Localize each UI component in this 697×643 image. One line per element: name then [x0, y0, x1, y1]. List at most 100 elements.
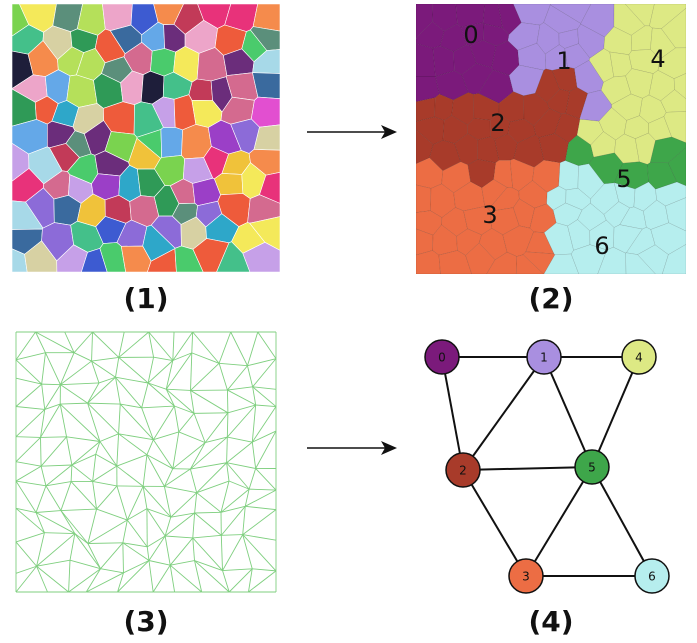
- mesh-edge: [192, 534, 222, 539]
- mesh-edge: [15, 507, 45, 534]
- region-cell-2: [554, 113, 581, 144]
- region-label-4: 4: [650, 45, 665, 73]
- mesh-edge: [60, 360, 92, 386]
- mesh-edge: [40, 466, 47, 486]
- mesh-edge: [115, 377, 121, 405]
- mesh-edge: [44, 532, 75, 534]
- mesh-edge: [252, 386, 277, 407]
- region-cell-3: [438, 250, 472, 274]
- mesh-edge: [194, 560, 223, 571]
- mesh-edge: [190, 462, 227, 470]
- mesh-edge: [87, 519, 128, 544]
- mesh-edge: [45, 481, 72, 487]
- mesh-edge: [204, 412, 229, 443]
- mesh-edge: [15, 465, 42, 482]
- mesh-edge: [147, 535, 166, 548]
- voronoi-mosaic: [12, 4, 280, 272]
- mesh-edge: [220, 535, 223, 571]
- mesh-edge: [227, 386, 253, 391]
- graph-edge-5-6: [591, 466, 653, 577]
- mesh-edge: [218, 363, 228, 391]
- mesh-edge: [35, 485, 47, 513]
- mesh-edge: [45, 352, 61, 385]
- mesh-edge: [59, 352, 75, 385]
- mosaic-cell: [252, 72, 280, 100]
- mesh-edge: [40, 403, 61, 438]
- mesh-edge: [165, 388, 195, 414]
- mesh-edge: [87, 402, 121, 405]
- mesh-edge: [41, 464, 72, 467]
- mesh-edge: [40, 436, 67, 467]
- mesh-edge: [36, 566, 48, 593]
- mesh-edge: [122, 542, 148, 548]
- mesh-edge: [15, 377, 42, 385]
- mesh-edge: [192, 331, 220, 364]
- mesh-edge: [59, 404, 67, 437]
- mesh-edge: [165, 360, 174, 390]
- mesh-edge: [60, 382, 99, 386]
- mesh-edge: [35, 331, 46, 353]
- mesh-edge: [100, 568, 124, 574]
- mesh-edge: [191, 331, 194, 353]
- mesh-edge: [15, 480, 47, 487]
- mesh-edge: [252, 568, 277, 572]
- mosaic-cell: [188, 78, 213, 101]
- region-label-5: 5: [616, 165, 631, 193]
- mesh-edge: [222, 534, 244, 571]
- region-cell-0: [469, 39, 497, 69]
- mesh-edge: [87, 382, 100, 404]
- mesh-edge: [247, 331, 259, 366]
- mesh-edge: [220, 505, 246, 513]
- mesh-edge: [119, 403, 154, 441]
- mesh-edge: [60, 510, 76, 534]
- mesh-edge: [251, 406, 277, 443]
- mesh-edge: [226, 462, 256, 469]
- graph-node-label-1: 1: [540, 351, 548, 365]
- mesh-edge: [251, 442, 257, 469]
- mesh-edge: [115, 376, 142, 409]
- mesh-edge: [252, 358, 277, 388]
- mesh-edge: [92, 454, 97, 482]
- graph-edge-1-2: [462, 356, 545, 471]
- region-cell-3: [486, 251, 517, 274]
- graph-node-label-0: 0: [438, 351, 446, 365]
- mesh-edge: [120, 403, 142, 409]
- mesh-edge: [226, 462, 230, 482]
- mesh-edge: [127, 508, 148, 521]
- mesh-edge: [118, 433, 154, 441]
- mesh-edge: [153, 431, 179, 441]
- mesh-edge: [205, 436, 228, 444]
- region-cell-6: [662, 244, 686, 274]
- mesh-edge: [15, 331, 36, 361]
- mesh-edge: [226, 441, 253, 464]
- mesh-edge: [87, 508, 97, 544]
- mesh-edge: [71, 464, 93, 482]
- mesh-edge: [148, 560, 171, 566]
- mesh-edge: [95, 441, 101, 455]
- region-cell-4: [609, 51, 633, 78]
- mesh-edge: [230, 331, 248, 366]
- mesh-edge: [228, 480, 250, 490]
- mesh-edge: [152, 405, 175, 440]
- mesh-edge: [148, 535, 166, 561]
- mesh-edge: [87, 376, 116, 404]
- mesh-edge: [247, 365, 254, 387]
- mesh-edge: [116, 433, 120, 467]
- mesh-edge: [69, 559, 101, 570]
- region-cell-0: [491, 40, 520, 76]
- mesh-edge: [118, 331, 150, 358]
- mesh-edge: [226, 404, 256, 438]
- mesh-edge: [45, 464, 73, 487]
- region-cell-3: [529, 203, 557, 233]
- graph-node-label-3: 3: [522, 570, 530, 584]
- mesh-edge: [87, 402, 119, 435]
- region-cell-4: [660, 89, 686, 113]
- mosaic-cell: [150, 48, 176, 77]
- mesh-edge: [15, 436, 41, 438]
- clustered-regions-panel: 0 1 2 3 4 5 6: [416, 4, 686, 274]
- mosaic-cell: [242, 241, 280, 272]
- mesh-edge: [220, 506, 246, 536]
- mesh-edge: [227, 389, 256, 406]
- mesh-edge: [242, 534, 277, 541]
- mesh-edge: [35, 512, 76, 534]
